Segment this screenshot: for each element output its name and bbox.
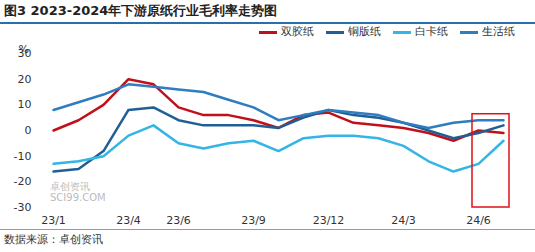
html-text:双胶纸: 双胶纸 <box>281 25 314 38</box>
svg-text:23/1: 23/1 <box>41 214 66 227</box>
html-text:数据来源：卓创资讯: 数据来源：卓创资讯 <box>4 233 103 246</box>
svg-text:0: 0 <box>25 124 32 137</box>
html-text:白卡纸: 白卡纸 <box>415 25 448 38</box>
svg-text:23/12: 23/12 <box>313 214 345 227</box>
html-text:SCI99.COM: SCI99.COM <box>50 192 106 203</box>
svg-text:23/9: 23/9 <box>241 214 266 227</box>
svg-text:-20: -20 <box>14 175 32 188</box>
svg-text:24/6: 24/6 <box>466 214 491 227</box>
svg-text:24/3: 24/3 <box>391 214 416 227</box>
svg-text:-30: -30 <box>14 201 32 214</box>
html-text:生活纸: 生活纸 <box>482 25 515 38</box>
svg-text:10: 10 <box>18 98 32 111</box>
html-text:图3 2023-2024年下游原纸行业毛利率走势图: 图3 2023-2024年下游原纸行业毛利率走势图 <box>4 3 278 18</box>
svg-text:23/6: 23/6 <box>166 214 191 227</box>
svg-text:23/4: 23/4 <box>116 214 141 227</box>
svg-text:%: % <box>19 43 29 56</box>
html-text:铜版纸: 铜版纸 <box>348 25 381 38</box>
svg-text:20: 20 <box>18 73 32 86</box>
html-text:卓创资讯: 卓创资讯 <box>50 181 90 192</box>
svg-text:-10: -10 <box>14 150 32 163</box>
